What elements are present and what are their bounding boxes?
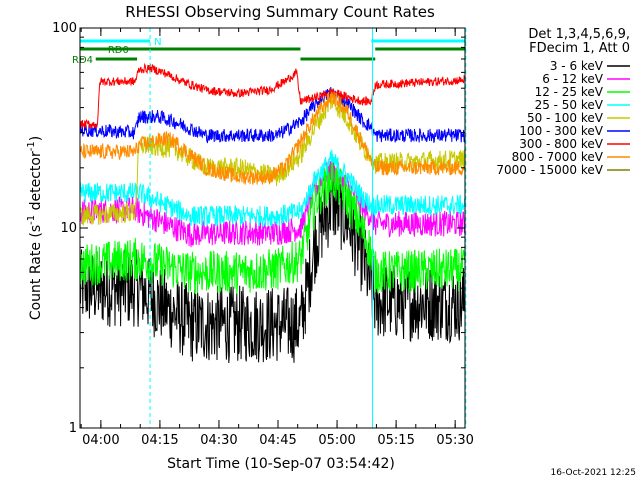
flag-label-rd0: RD0 xyxy=(108,45,129,56)
y-axis-label: Count Rate (s-1 detector-1) xyxy=(26,136,44,320)
legend-label-1: 3 - 6 keV xyxy=(550,59,604,73)
legend-label-5: 50 - 100 keV xyxy=(527,111,604,125)
y-tick-label-10: 10 xyxy=(60,221,77,236)
legend-label-3: 12 - 25 keV xyxy=(535,85,604,99)
series-group xyxy=(79,62,465,364)
y-axis-label-mid: detector xyxy=(28,151,44,215)
series-line-6 xyxy=(79,86,465,144)
series-line-7 xyxy=(79,62,465,129)
x-tick-label-0530: 05:30 xyxy=(436,433,473,448)
x-tick-label-0430: 04:30 xyxy=(200,433,237,448)
y-tick-label-100: 100 xyxy=(52,21,77,36)
x-tick-label-0400: 04:00 xyxy=(82,433,119,448)
series-line-1 xyxy=(79,174,465,364)
footer-timestamp: 16-Oct-2021 12:25 xyxy=(551,468,636,478)
legend-header-line-1: Det 1,3,4,5,6,9, xyxy=(528,27,630,42)
flag-label-n: N xyxy=(154,37,161,48)
legend-label-7: 300 - 800 keV xyxy=(519,137,603,151)
axes: 1 10 100 04:00 04:15 04:30 04:45 05:00 05:15 05:3… xyxy=(52,21,474,448)
legend-header-line-2: FDecim 1, Att 0 xyxy=(529,41,630,56)
series-line-2 xyxy=(79,156,465,248)
series-line-3 xyxy=(79,160,465,295)
chart-title: RHESSI Observing Summary Count Rates xyxy=(125,3,435,21)
instrument-flags: N RD0 RD4 xyxy=(72,37,466,66)
y-axis-label-end: ) xyxy=(28,136,44,141)
y-tick-label-1: 1 xyxy=(69,421,77,436)
legend-label-9: 7000 - 15000 keV xyxy=(496,163,603,177)
y-axis-label-main: Count Rate (s xyxy=(28,225,44,320)
x-axis-label: Start Time (10-Sep-07 03:54:42) xyxy=(167,456,395,472)
x-tick-label-0415: 04:15 xyxy=(141,433,178,448)
y-axis-label-sup1: -1 xyxy=(26,215,37,225)
legend-label-4: 25 - 50 keV xyxy=(535,98,604,112)
x-tick-label-0500: 05:00 xyxy=(318,433,355,448)
legend-label-8: 800 - 7000 keV xyxy=(512,150,604,164)
legend-label-2: 6 - 12 keV xyxy=(542,72,604,86)
flag-label-rd4: RD4 xyxy=(72,55,93,66)
series-line-8 xyxy=(79,91,465,185)
legend-label-6: 100 - 300 keV xyxy=(519,124,603,138)
x-tick-label-0445: 04:45 xyxy=(259,433,296,448)
y-axis-label-sup2: -1 xyxy=(26,141,37,151)
x-tick-label-0515: 05:15 xyxy=(377,433,414,448)
series-line-4 xyxy=(79,149,465,228)
legend: Det 1,3,4,5,6,9, FDecim 1, Att 0 3 - 6 k… xyxy=(496,27,630,177)
